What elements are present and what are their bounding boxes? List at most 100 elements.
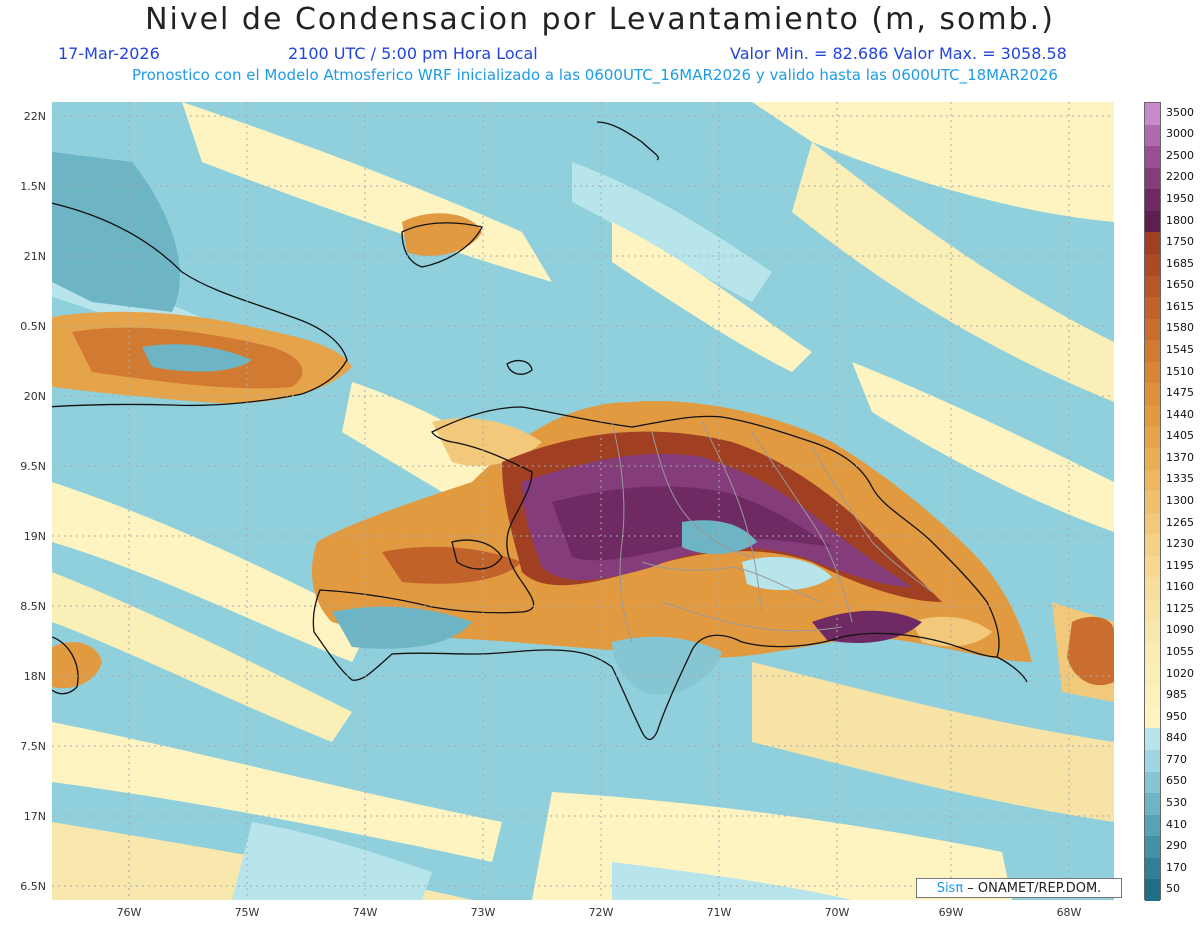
legend-label: 1685 — [1166, 256, 1194, 270]
legend-label: 1230 — [1166, 537, 1194, 551]
credit-box: Sisπ – ONAMET/REP.DOM. — [916, 878, 1122, 898]
y-axis-label: 18N — [23, 670, 46, 683]
legend-label: 290 — [1166, 839, 1187, 853]
legend-swatch — [1145, 836, 1160, 859]
legend-label: 950 — [1166, 709, 1187, 723]
legend-swatch — [1145, 793, 1160, 816]
y-axis-label: 22N — [23, 110, 46, 123]
forecast-map — [52, 102, 1114, 900]
y-axis-label: 21N — [23, 250, 46, 263]
legend-swatch — [1145, 232, 1160, 255]
legend-swatch — [1145, 448, 1160, 471]
model-subtitle: Pronostico con el Modelo Atmosferico WRF… — [132, 66, 1058, 84]
legend-label: 530 — [1166, 795, 1187, 809]
legend-label: 1475 — [1166, 386, 1194, 400]
legend-label: 1750 — [1166, 235, 1194, 249]
y-axis-label: 0.5N — [20, 320, 46, 333]
y-axis-label: 17N — [23, 810, 46, 823]
legend-label: 1800 — [1166, 213, 1194, 227]
legend-swatch — [1145, 728, 1160, 751]
x-axis-label: 71W — [706, 906, 732, 919]
legend-swatch — [1145, 210, 1160, 233]
color-legend — [1144, 102, 1161, 902]
legend-label: 1020 — [1166, 666, 1194, 680]
legend-swatch — [1145, 361, 1160, 384]
y-axis-label: 9.5N — [20, 460, 46, 473]
y-axis-label: 1.5N — [20, 180, 46, 193]
legend-label: 1195 — [1166, 558, 1194, 572]
map-field-svg — [52, 102, 1114, 900]
legend-label: 2500 — [1166, 148, 1194, 162]
legend-label: 410 — [1166, 817, 1187, 831]
legend-swatch — [1145, 750, 1160, 773]
legend-label: 1950 — [1166, 192, 1194, 206]
legend-swatch — [1145, 404, 1160, 427]
legend-label: 1160 — [1166, 580, 1194, 594]
x-axis-label: 76W — [116, 906, 142, 919]
legend-label: 985 — [1166, 688, 1187, 702]
legend-label: 3000 — [1166, 127, 1194, 141]
legend-swatch — [1145, 555, 1160, 578]
legend-label: 1510 — [1166, 364, 1194, 378]
legend-swatch — [1145, 167, 1160, 190]
x-axis-label: 70W — [824, 906, 850, 919]
forecast-date: 17-Mar-2026 — [58, 44, 160, 63]
legend-swatch — [1145, 253, 1160, 277]
legend-label: 1580 — [1166, 321, 1194, 335]
legend-swatch — [1145, 512, 1160, 535]
x-axis-label: 74W — [352, 906, 378, 919]
province-borders — [611, 421, 933, 643]
legend-label: 1335 — [1166, 472, 1194, 486]
legend-label: 2200 — [1166, 170, 1194, 184]
legend-label: 50 — [1166, 882, 1180, 896]
x-axis-label: 69W — [938, 906, 964, 919]
legend-swatch — [1145, 685, 1160, 708]
legend-swatch — [1145, 124, 1160, 147]
legend-swatch — [1145, 383, 1160, 406]
legend-swatch — [1145, 642, 1160, 665]
legend-swatch — [1145, 599, 1160, 622]
legend-swatch — [1145, 426, 1160, 449]
graticule — [52, 102, 1114, 900]
legend-label: 1265 — [1166, 515, 1194, 529]
coastlines — [52, 121, 1028, 741]
legend-label: 1440 — [1166, 407, 1194, 421]
legend-label: 1090 — [1166, 623, 1194, 637]
legend-swatch — [1145, 469, 1160, 492]
credit-org: – ONAMET/REP.DOM. — [963, 881, 1102, 896]
legend-label: 3500 — [1166, 105, 1194, 119]
x-axis-label: 72W — [588, 906, 614, 919]
legend-swatch — [1145, 879, 1160, 902]
legend-swatch — [1145, 663, 1160, 686]
min-max-values: Valor Min. = 82.686 Valor Max. = 3058.58 — [730, 44, 1067, 63]
legend-label: 650 — [1166, 774, 1187, 788]
legend-swatch — [1145, 491, 1160, 514]
legend-label: 1405 — [1166, 429, 1194, 443]
legend-swatch — [1145, 577, 1160, 600]
puerto-rico-blob — [1067, 616, 1114, 686]
legend-label: 1370 — [1166, 450, 1194, 464]
legend-swatch — [1145, 771, 1160, 794]
legend-swatch — [1145, 706, 1160, 729]
legend-swatch — [1145, 534, 1160, 557]
legend-label: 1650 — [1166, 278, 1194, 292]
legend-swatch — [1145, 318, 1160, 341]
legend-swatch — [1145, 814, 1160, 837]
y-axis-label: 19N — [23, 530, 46, 543]
x-axis-label: 73W — [470, 906, 496, 919]
legend-label: 1300 — [1166, 494, 1194, 507]
legend-swatch — [1145, 189, 1160, 212]
legend-swatch — [1145, 146, 1160, 169]
chart-title: Nivel de Condensacion por Levantamiento … — [145, 2, 1055, 37]
y-axis-label: 20N — [23, 390, 46, 403]
x-axis-label: 68W — [1056, 906, 1082, 919]
legend-label: 1545 — [1166, 343, 1194, 357]
legend-swatch — [1145, 275, 1160, 298]
legend-swatch — [1145, 297, 1160, 320]
legend-label: 840 — [1166, 731, 1187, 745]
legend-swatch — [1145, 340, 1160, 363]
legend-label: 170 — [1166, 860, 1187, 874]
legend-swatch — [1145, 620, 1160, 643]
legend-label: 1125 — [1166, 601, 1194, 615]
legend-swatch — [1145, 103, 1160, 126]
